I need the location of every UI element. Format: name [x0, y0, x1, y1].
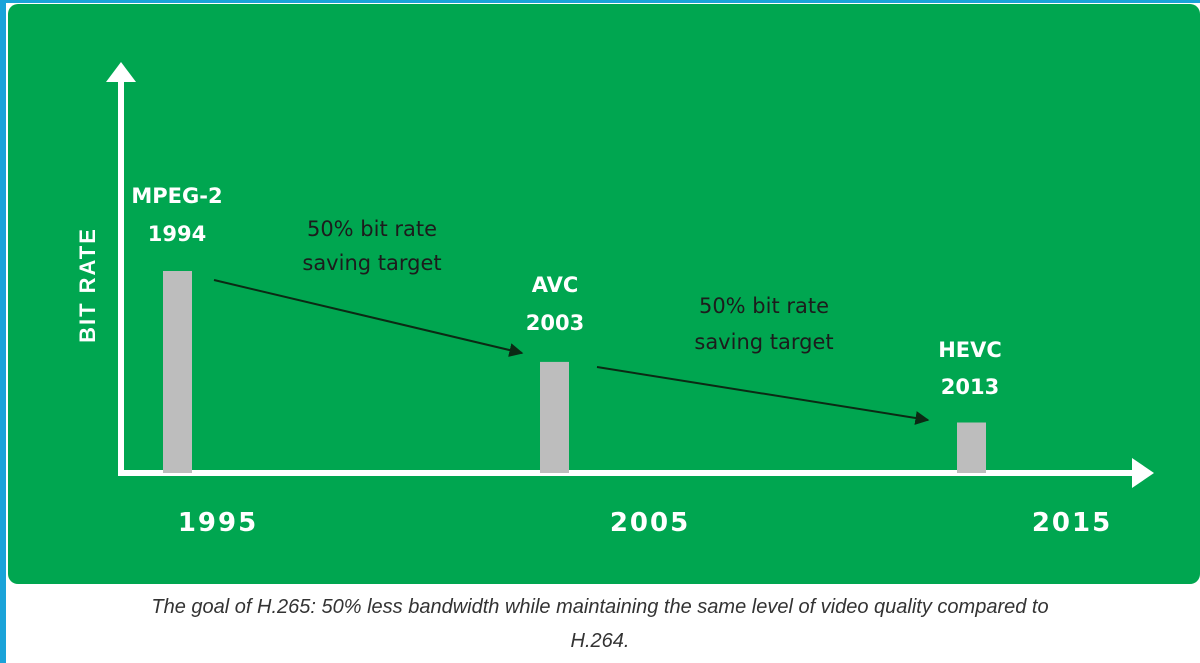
- y-axis-arrowhead: [106, 62, 136, 82]
- annotation-2-line1: 50% bit rate: [699, 294, 829, 318]
- annotation-1-line2: saving target: [302, 251, 441, 275]
- bitrate-chart: BIT RATE 1995 2005 2015 MPEG-2 1994 AVC …: [75, 62, 1154, 538]
- bar-label-avc-name: AVC: [532, 273, 579, 297]
- caption-line-2: H.264.: [570, 630, 630, 652]
- x-axis-arrowhead: [1132, 458, 1154, 488]
- bar-avc: [540, 361, 569, 473]
- x-tick-label-2005: 2005: [610, 508, 690, 538]
- bar-mpeg2: [163, 271, 192, 473]
- frame-left-strip: [0, 0, 6, 663]
- bar-label-mpeg2-name: MPEG-2: [131, 184, 222, 208]
- x-tick-label-1995: 1995: [178, 508, 258, 538]
- bar-label-hevc-name: HEVC: [938, 338, 1002, 362]
- figure-caption: The goal of H.265: 50% less bandwidth wh…: [0, 590, 1200, 658]
- bar-label-mpeg2-year: 1994: [148, 222, 206, 246]
- bar-label-avc-year: 2003: [526, 311, 584, 335]
- bar-hevc: [957, 422, 986, 473]
- frame-top-strip: [0, 0, 1200, 3]
- bar-label-hevc-year: 2013: [941, 375, 999, 399]
- caption-line-1: The goal of H.265: 50% less bandwidth wh…: [151, 596, 1049, 618]
- y-axis-label: BIT RATE: [75, 227, 100, 343]
- annotation-1-arrow: [213, 279, 524, 357]
- annotation-2-arrow: [596, 366, 930, 425]
- chart-panel: [8, 4, 1200, 584]
- x-tick-label-2015: 2015: [1032, 508, 1112, 538]
- annotation-1-line1: 50% bit rate: [307, 217, 437, 241]
- annotation-2-line2: saving target: [694, 330, 833, 354]
